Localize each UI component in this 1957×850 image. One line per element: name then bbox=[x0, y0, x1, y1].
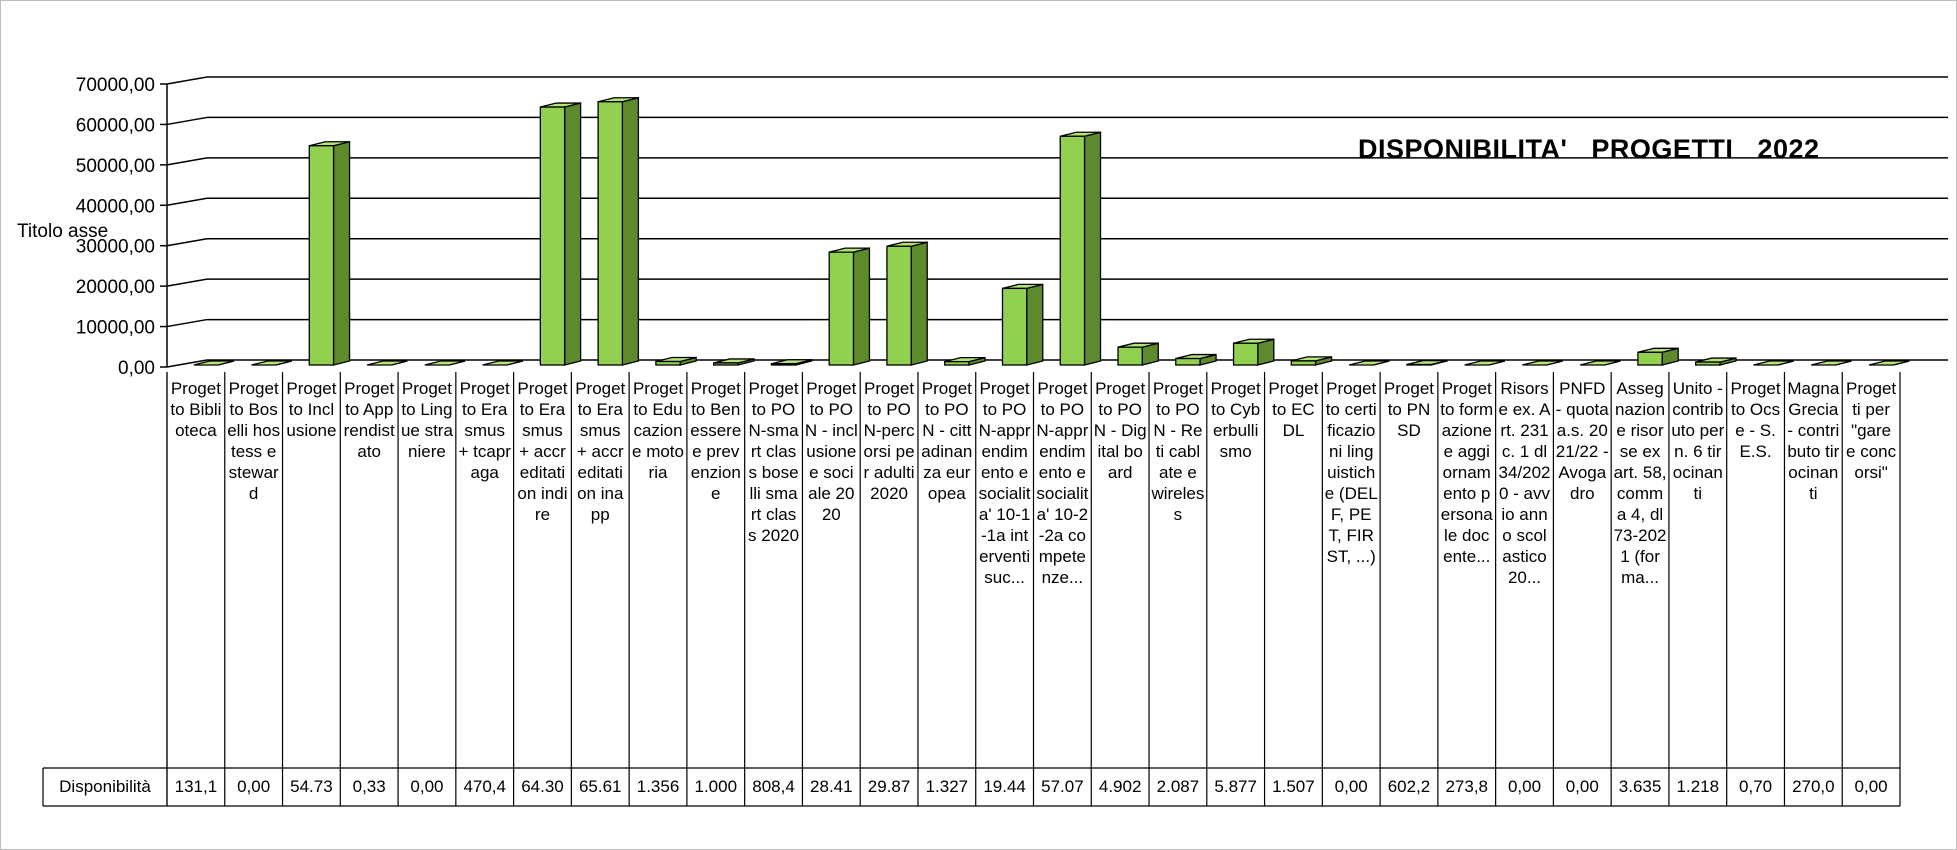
bar bbox=[1059, 131, 1102, 366]
bar bbox=[1175, 353, 1217, 366]
bar-side bbox=[1083, 131, 1102, 366]
bar bbox=[424, 360, 466, 366]
gridline-depth bbox=[166, 76, 208, 85]
gridlines bbox=[160, 76, 1948, 368]
bar-front bbox=[308, 145, 335, 366]
bar bbox=[944, 356, 986, 366]
bar-top bbox=[1348, 360, 1390, 366]
bars bbox=[193, 96, 1910, 366]
bar bbox=[308, 140, 351, 366]
bar bbox=[597, 96, 640, 366]
bar-front bbox=[539, 106, 566, 366]
bar-front bbox=[713, 362, 739, 366]
bar-front bbox=[1695, 361, 1721, 366]
bar-front bbox=[597, 101, 624, 366]
bar-side bbox=[621, 96, 640, 366]
bar-side bbox=[1026, 283, 1044, 366]
bar bbox=[828, 247, 871, 366]
bar-front bbox=[828, 251, 855, 366]
bar-side bbox=[563, 102, 582, 366]
gridline-depth bbox=[166, 197, 208, 207]
y-tick-label: 10000,00 bbox=[76, 318, 155, 339]
bar bbox=[1868, 360, 1910, 366]
bar bbox=[251, 360, 292, 366]
bar bbox=[1522, 360, 1563, 366]
bar-front bbox=[886, 245, 912, 366]
bar-top bbox=[1753, 360, 1794, 366]
gridline-depth bbox=[166, 237, 208, 247]
bar-front bbox=[1175, 357, 1201, 366]
bar-side bbox=[852, 247, 871, 366]
bar-top bbox=[1522, 360, 1563, 366]
bar-front bbox=[1117, 346, 1143, 366]
y-tick-label: 40000,00 bbox=[76, 196, 155, 217]
y-axis-label: Titolo asse bbox=[17, 221, 108, 242]
bar-front bbox=[1001, 287, 1028, 366]
bar bbox=[1348, 360, 1390, 366]
bar bbox=[539, 102, 582, 366]
bar-top bbox=[1464, 360, 1506, 366]
bar-front bbox=[1059, 135, 1086, 366]
bar bbox=[1811, 360, 1852, 366]
bar-front bbox=[1232, 342, 1259, 366]
bar bbox=[655, 356, 697, 366]
bar-top bbox=[482, 360, 524, 366]
bar-front bbox=[770, 363, 797, 366]
bar bbox=[1290, 356, 1333, 366]
gridline-depth bbox=[166, 318, 208, 328]
bar-front bbox=[944, 360, 970, 366]
bar bbox=[1753, 360, 1794, 366]
gridline-depth bbox=[166, 359, 208, 368]
bar bbox=[1637, 347, 1679, 366]
bar-side bbox=[910, 241, 928, 366]
bar-top bbox=[1579, 360, 1621, 366]
bar-front bbox=[1290, 360, 1317, 366]
bar-top bbox=[1868, 360, 1910, 366]
gridline-depth bbox=[166, 157, 208, 166]
bar bbox=[713, 358, 755, 366]
bar bbox=[886, 241, 928, 366]
y-tick-label: 0,00 bbox=[118, 358, 155, 379]
bar-top bbox=[251, 360, 292, 366]
bar-top bbox=[1811, 360, 1852, 366]
y-tick-label: 70000,00 bbox=[76, 75, 155, 96]
bar bbox=[1117, 342, 1159, 366]
bar bbox=[1406, 359, 1448, 366]
bar bbox=[1695, 357, 1737, 366]
data-table-grid bbox=[42, 372, 1901, 807]
bar bbox=[1001, 283, 1044, 366]
bar-top bbox=[424, 360, 466, 366]
bar bbox=[482, 360, 524, 366]
y-axis-ticks: 0,00 10000,00 20000,00 30000,00 40000,00 5000… bbox=[76, 75, 155, 379]
bar bbox=[193, 360, 235, 366]
gridline-depth bbox=[166, 278, 208, 287]
bar bbox=[770, 358, 813, 366]
y-tick-label: 60000,00 bbox=[76, 115, 155, 136]
bar-top bbox=[193, 360, 235, 366]
bar-front bbox=[655, 360, 681, 366]
bar bbox=[1232, 338, 1275, 366]
bar-side bbox=[332, 140, 351, 366]
chart-title: DISPONIBILITA' PROGETTI 2022 bbox=[1358, 134, 1820, 164]
y-tick-label: 50000,00 bbox=[76, 156, 155, 177]
y-tick-label: 30000,00 bbox=[76, 237, 155, 258]
bar bbox=[1464, 360, 1506, 366]
bar-top bbox=[366, 360, 408, 366]
gridline-depth bbox=[166, 116, 208, 126]
bar bbox=[1579, 360, 1621, 366]
bar bbox=[366, 360, 408, 366]
y-tick-label: 20000,00 bbox=[76, 277, 155, 298]
bar-front bbox=[1637, 351, 1663, 366]
